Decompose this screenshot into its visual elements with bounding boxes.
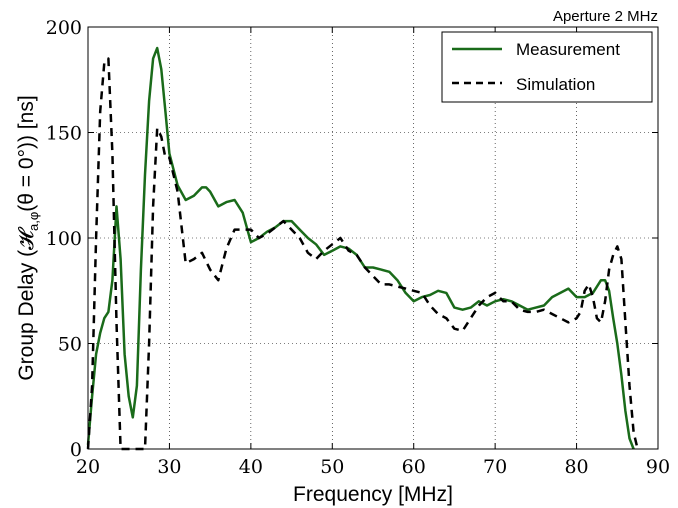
x-tick-label: 90 bbox=[646, 456, 670, 478]
series-line-measurement bbox=[86, 46, 635, 450]
y-tick-label: 150 bbox=[46, 123, 82, 145]
y-tick-label: 100 bbox=[46, 228, 82, 250]
y-axis-label-main: Group Delay (𝓗 bbox=[15, 226, 38, 381]
series-layer bbox=[86, 46, 639, 451]
x-tick-label: 80 bbox=[564, 456, 588, 478]
legend-box bbox=[441, 31, 653, 103]
x-tick-label: 70 bbox=[483, 456, 507, 478]
y-axis-label-subscript: a,φ bbox=[26, 212, 41, 231]
legend: Measurement Simulation bbox=[441, 31, 653, 103]
legend-label-simulation: Simulation bbox=[516, 75, 595, 94]
y-tick-label: 50 bbox=[58, 334, 82, 356]
x-tick-label: 20 bbox=[76, 456, 100, 478]
legend-label-measurement: Measurement bbox=[516, 40, 620, 59]
x-tick-label: 40 bbox=[239, 456, 263, 478]
x-axis-label: Frequency [MHz] bbox=[293, 483, 453, 506]
chart-title: Aperture 2 MHz bbox=[553, 8, 658, 25]
x-tick-label: 60 bbox=[402, 456, 426, 478]
ticks: 20 30 40 50 60 70 80 90 0 50 100 150 200 bbox=[46, 17, 670, 478]
x-tick-label: 30 bbox=[157, 456, 181, 478]
gridlines bbox=[88, 27, 658, 449]
y-axis-label-tail: (θ = 0°)) [ns] bbox=[15, 95, 38, 211]
y-tick-label: 0 bbox=[70, 439, 82, 461]
y-tick-label: 200 bbox=[46, 17, 82, 39]
y-axis-label: Group Delay (𝓗a,φ(θ = 0°)) [ns] bbox=[15, 95, 41, 380]
x-tick-label: 50 bbox=[320, 456, 344, 478]
